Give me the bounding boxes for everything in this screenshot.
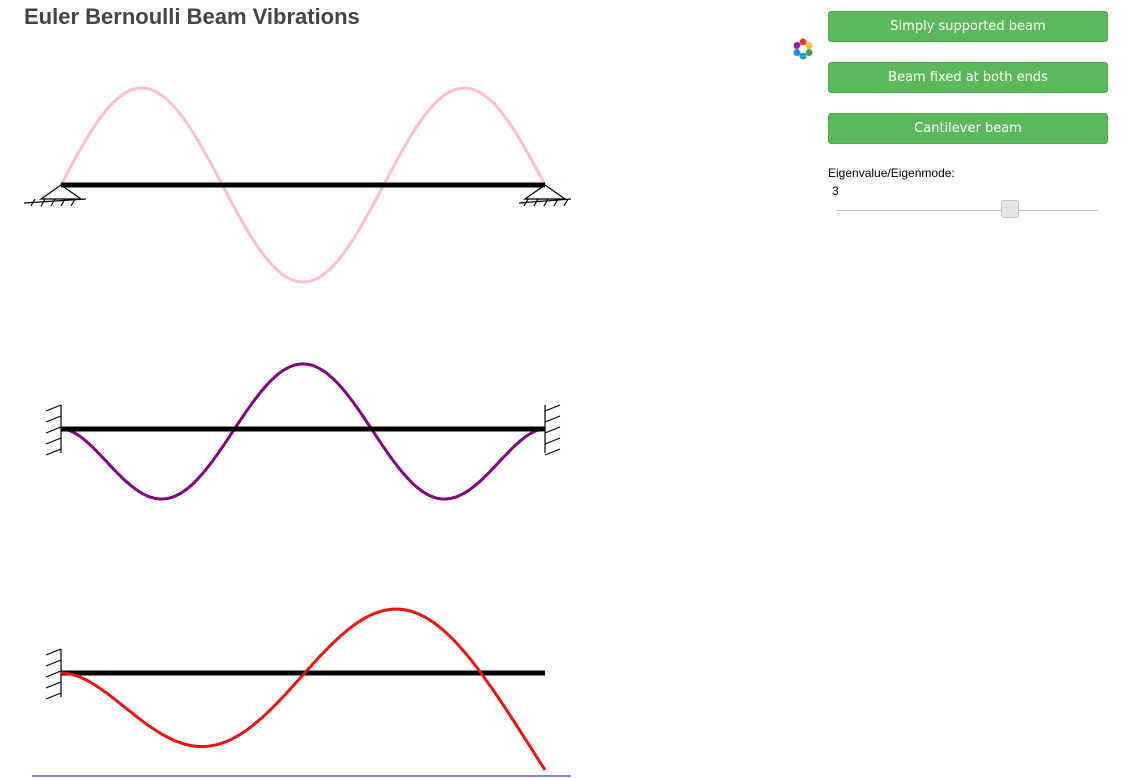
simply-supported-mode-curve [59,86,547,284]
cantilever-plot [45,607,547,771]
cantilever-button[interactable]: Cantilever beam [828,113,1108,144]
cantilever-wall-icon [45,648,62,700]
eigenmode-slider-label: Eigenvalue/Eigenmode: [828,166,955,180]
simply-supported-plot [23,86,572,284]
geogebra-flower-icon [792,38,814,60]
eigenmode-slider-value: 3 [832,184,839,198]
fixed-wall-left-icon [45,404,62,456]
pin-support-left-icon [23,184,87,207]
fixed-fixed-plot [45,362,561,501]
fixed-both-ends-button[interactable]: Beam fixed at both ends [828,62,1108,93]
simply-supported-button[interactable]: Simply supported beam [828,11,1108,42]
page-title: Euler Bernoulli Beam Vibrations [24,4,360,29]
cantilever-mode-curve [60,607,547,771]
pin-support-right-icon [518,184,572,207]
fixed-wall-right-icon [544,404,561,456]
eigenmode-slider-track[interactable] [836,210,1098,211]
eigenmode-slider-handle[interactable] [1001,200,1019,218]
fixed-fixed-mode-curve [60,362,546,501]
